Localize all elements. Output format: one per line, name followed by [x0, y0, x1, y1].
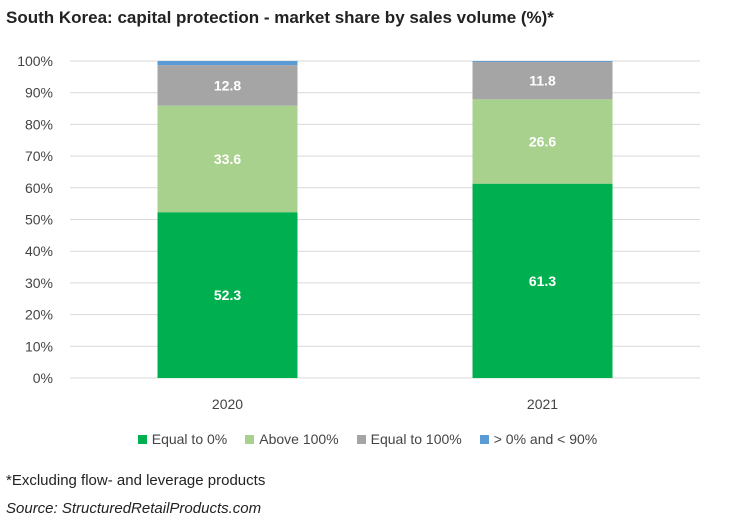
bar-segment	[157, 65, 298, 106]
y-tick-label: 70%	[25, 148, 53, 164]
legend-label: > 0% and < 90%	[493, 431, 598, 447]
data-label: 61.3	[529, 273, 556, 289]
legend-label: Equal to 0%	[151, 431, 228, 447]
legend-item: Equal to 100%	[356, 431, 462, 447]
chart-legend: Equal to 0% Above 100% Equal to 100% > 0% a…	[0, 431, 735, 447]
data-label: 26.6	[529, 134, 556, 150]
source-note: Source: StructuredRetailProducts.com	[6, 500, 262, 517]
legend-swatch	[137, 435, 147, 444]
x-tick-label: 2020	[212, 396, 243, 412]
y-tick-label: 20%	[25, 307, 53, 323]
legend-item: Above 100%	[245, 431, 339, 447]
data-label: 11.8	[529, 73, 556, 89]
bar-segment	[472, 61, 613, 100]
data-label: 52.3	[214, 287, 241, 303]
bar-segment	[472, 99, 613, 184]
y-tick-label: 60%	[25, 180, 53, 196]
y-tick-label: 90%	[25, 85, 53, 101]
bar-segment	[157, 212, 298, 378]
footnote: *Excluding flow- and leverage products	[6, 472, 266, 489]
chart-area: 0% 10% 20% 30% 40% 50% 60% 70% 80% 90% 100% 52.3 33.…	[17, 53, 700, 412]
legend-label: Above 100%	[259, 431, 339, 447]
bar-segment	[157, 61, 298, 66]
bar-segment	[157, 105, 298, 213]
chart-title: South Korea: capital protection - market…	[6, 8, 554, 27]
data-label: 12.8	[214, 77, 241, 93]
bar-segment	[472, 61, 613, 62]
x-tick-label: 2021	[527, 396, 558, 412]
legend-item: > 0% and < 90%	[479, 431, 598, 447]
y-tick-label: 30%	[25, 275, 53, 291]
y-tick-label: 10%	[25, 338, 53, 354]
data-label: 33.6	[214, 151, 241, 167]
legend-item: Equal to 0%	[137, 431, 228, 447]
y-tick-label: 40%	[25, 243, 53, 259]
bar-segment	[472, 183, 613, 378]
y-tick-label: 0%	[33, 370, 53, 386]
y-tick-label: 80%	[25, 116, 53, 132]
legend-swatch	[356, 435, 366, 444]
legend-label: Equal to 100%	[370, 431, 462, 447]
y-tick-label: 100%	[17, 53, 53, 69]
legend-swatch	[479, 435, 489, 444]
legend-swatch	[245, 435, 255, 444]
y-tick-label: 50%	[25, 212, 53, 228]
